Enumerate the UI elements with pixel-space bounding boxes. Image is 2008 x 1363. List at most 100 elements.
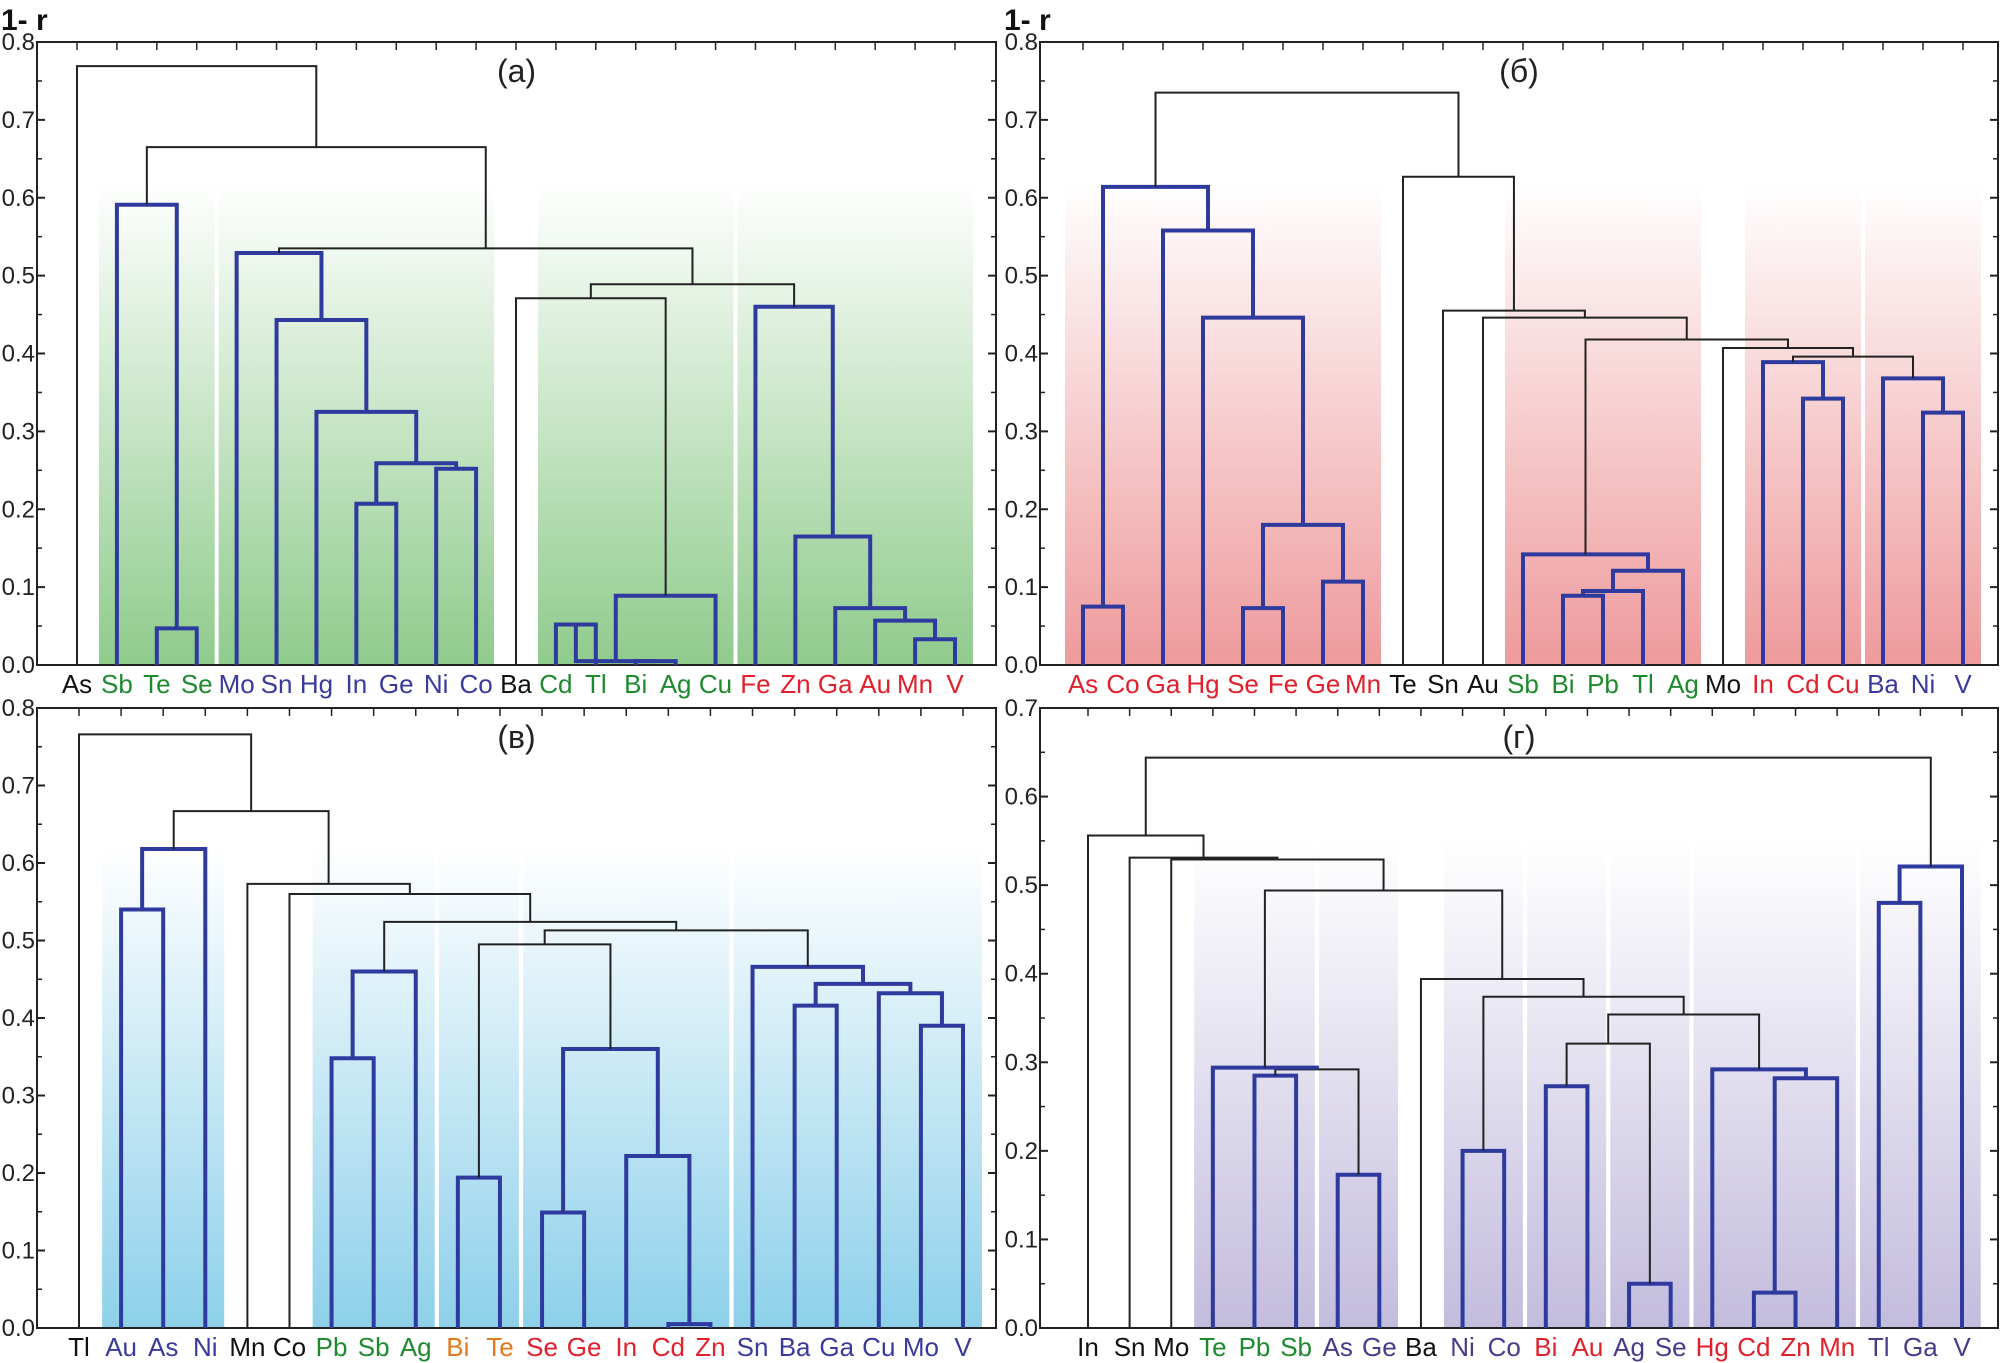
- leaf-label: Au: [859, 669, 891, 699]
- leaf-label: Co: [1106, 669, 1139, 699]
- cluster-link: [1081, 604, 1125, 665]
- leaf-label: Zn: [695, 1332, 725, 1362]
- leaf-label: Te: [1389, 669, 1416, 699]
- tree-link: [76, 65, 318, 665]
- leaf-label: Mn: [1819, 1332, 1855, 1362]
- y-tick-label: 0.3: [2, 418, 35, 445]
- leaf-label: Cd: [652, 1332, 685, 1362]
- cluster-link: [1801, 396, 1845, 665]
- y-tick-label: 0.8: [2, 29, 35, 56]
- leaf-label: Sn: [1427, 669, 1459, 699]
- leaf-label: As: [148, 1332, 178, 1362]
- panel-title: (в): [497, 719, 535, 755]
- tree-link: [278, 247, 694, 285]
- leaf-label: Pb: [1239, 1332, 1271, 1362]
- cluster-link: [1897, 864, 1964, 1328]
- y-tick-label: 0.6: [1005, 784, 1038, 811]
- leaf-label: Bi: [624, 669, 647, 699]
- leaf-label: Mo: [1705, 669, 1741, 699]
- leaf-label: Ga: [819, 1332, 854, 1362]
- leaf-label: Mo: [1153, 1332, 1189, 1362]
- leaf-label: Ag: [1667, 669, 1699, 699]
- leaf-label: Ge: [567, 1332, 602, 1362]
- leaf-label: Te: [143, 669, 170, 699]
- y-tick-label: 0.7: [1005, 107, 1038, 134]
- leaf-label: Ga: [818, 669, 853, 699]
- y-axis-label: 1- r: [1004, 4, 1051, 37]
- y-tick-label: 0.0: [2, 652, 35, 679]
- dendrogram-panel-1: 0.0 0.1 0.2 0.3 0.4 0.5 0.6 0.7 0.8 (б) 1- r As Co Ga…: [1004, 4, 1999, 699]
- leaf-label: Ga: [1146, 669, 1181, 699]
- y-tick-label: 0.2: [1005, 1138, 1038, 1165]
- y-tick-label: 0.3: [1005, 418, 1038, 445]
- panel-title: (б): [1499, 53, 1539, 89]
- cluster-link: [374, 461, 459, 504]
- tree-link: [1419, 978, 1585, 1328]
- leaf-label: Cu: [1826, 669, 1859, 699]
- leaf-label: Ba: [500, 669, 532, 699]
- tree-link: [1154, 91, 1460, 187]
- leaf-label: Se: [1227, 669, 1259, 699]
- leaf-label: Bi: [1551, 669, 1574, 699]
- leaf-label: Ge: [1362, 1332, 1397, 1362]
- y-axis-label: 1- r: [1, 4, 48, 37]
- leaf-label: Te: [486, 1332, 513, 1362]
- leaf-label: Se: [526, 1332, 558, 1362]
- y-tick-label: 0.4: [1005, 961, 1038, 988]
- tree-link: [1482, 995, 1685, 1151]
- leaf-label: Se: [181, 669, 213, 699]
- leaf-label: Ba: [779, 1332, 811, 1362]
- leaf-label: Fe: [740, 669, 770, 699]
- leaf-label: Zn: [780, 669, 810, 699]
- y-tick-label: 0.5: [2, 263, 35, 290]
- leaf-label: Mo: [219, 669, 255, 699]
- y-tick-label: 0.0: [2, 1315, 35, 1342]
- cluster-link: [154, 626, 199, 665]
- leaf-label: Co: [459, 669, 492, 699]
- y-tick-label: 0.6: [2, 185, 35, 212]
- y-tick-label: 0.0: [1005, 1315, 1038, 1342]
- leaf-label: Sb: [358, 1332, 390, 1362]
- leaf-label: Tl: [1868, 1332, 1890, 1362]
- leaf-label: Sn: [1114, 1332, 1146, 1362]
- leaf-label: Fe: [1268, 669, 1298, 699]
- cluster-band: [1505, 182, 1701, 666]
- dendrogram-panel-2: 0.0 0.1 0.2 0.3 0.4 0.5 0.6 0.7 0.8 (в) Tl Au As Ni Mn…: [2, 695, 997, 1362]
- cluster-band: [1065, 182, 1381, 666]
- cluster-link: [114, 202, 179, 665]
- y-tick-label: 0.5: [1005, 263, 1038, 290]
- leaf-label: Cd: [539, 669, 572, 699]
- cluster-link: [1772, 1076, 1840, 1328]
- tree-link: [1128, 856, 1279, 1328]
- leaf-label: Tl: [68, 1332, 90, 1362]
- leaf-label: Ag: [1613, 1332, 1645, 1362]
- y-tick-label: 0.3: [1005, 1049, 1038, 1076]
- leaf-label: Mo: [903, 1332, 939, 1362]
- y-tick-label: 0.4: [1005, 341, 1038, 368]
- leaf-label: In: [1077, 1332, 1099, 1362]
- tree-link: [1722, 347, 1854, 665]
- leaf-label: Bi: [446, 1332, 469, 1362]
- leaf-label: Ni: [424, 669, 449, 699]
- leaf-label: Cu: [699, 669, 732, 699]
- leaf-label: Hg: [1186, 669, 1219, 699]
- y-tick-label: 0.2: [2, 496, 35, 523]
- leaf-label: As: [1323, 1332, 1353, 1362]
- tree-link: [1402, 175, 1515, 665]
- tree-link: [1144, 756, 1932, 867]
- dendrogram-panel-0: 0.0 0.1 0.2 0.3 0.4 0.5 0.6 0.7 0.8 (а) 1- r As Sb Te…: [1, 4, 997, 699]
- leaf-label: Pb: [1587, 669, 1619, 699]
- cluster-link: [1101, 184, 1210, 607]
- leaf-label: Cd: [1737, 1332, 1770, 1362]
- leaf-label: Ba: [1405, 1332, 1437, 1362]
- tree-link: [515, 297, 667, 665]
- leaf-label: As: [1068, 669, 1098, 699]
- tree-link: [1087, 834, 1205, 1328]
- leaf-label: Mn: [1345, 669, 1381, 699]
- leaf-label: Au: [105, 1332, 137, 1362]
- cluster-link: [540, 1210, 587, 1328]
- leaf-label: Co: [1488, 1332, 1521, 1362]
- leaf-label: In: [346, 669, 368, 699]
- leaf-label: Sb: [1280, 1332, 1312, 1362]
